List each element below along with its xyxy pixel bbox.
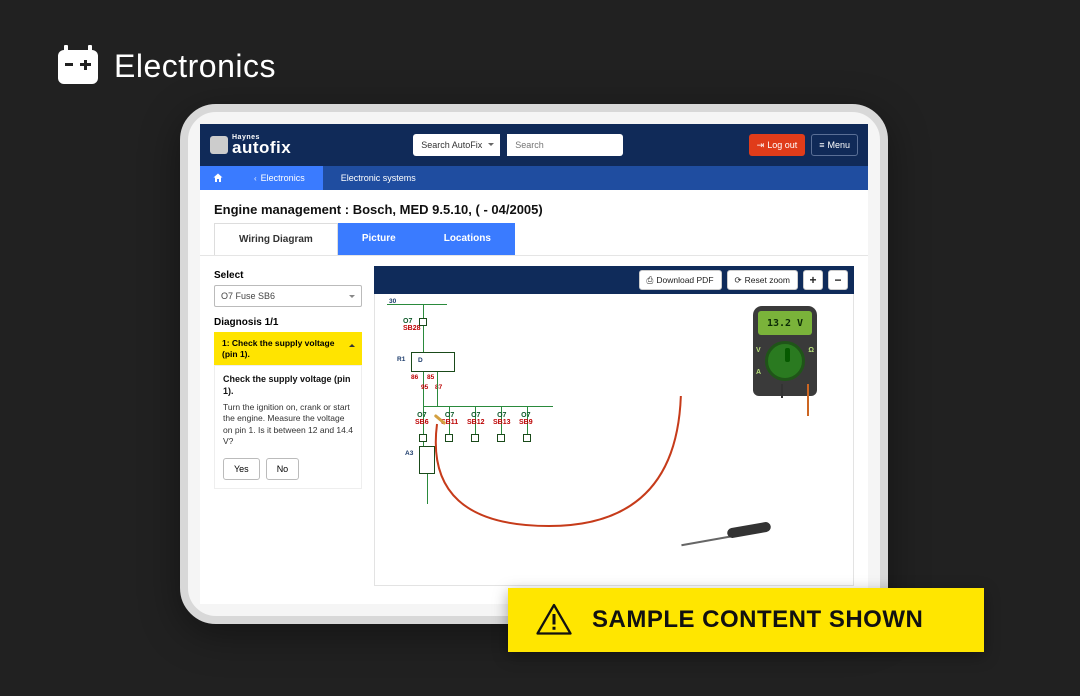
chevron-left-icon: ‹	[254, 174, 257, 183]
breadcrumb-home[interactable]	[200, 166, 236, 190]
logo-icon	[210, 136, 228, 154]
step-header[interactable]: 1: Check the supply voltage (pin 1).	[214, 332, 362, 365]
step-title: Check the supply voltage (pin 1).	[223, 374, 353, 397]
no-button[interactable]: No	[266, 458, 300, 480]
relay-label: R1	[397, 356, 405, 363]
search-input[interactable]	[507, 134, 623, 156]
probe-black	[681, 523, 771, 559]
menu-label: Menu	[827, 140, 850, 150]
reset-icon: ⟳	[735, 275, 742, 286]
step-body: Check the supply voltage (pin 1). Turn t…	[214, 365, 362, 488]
home-icon	[212, 172, 224, 184]
banner-text: SAMPLE CONTENT SHOWN	[592, 606, 923, 634]
a3-label: A3	[405, 450, 413, 457]
app-header: Haynes autofix Search AutoFix ⇥ Log out …	[200, 124, 868, 166]
breadcrumb: ‹ Electronics Electronic systems	[200, 166, 868, 190]
tab-locations[interactable]: Locations	[420, 223, 515, 255]
reset-zoom-button[interactable]: ⟳ Reset zoom	[727, 270, 798, 290]
download-icon: ⎙	[647, 275, 654, 286]
tablet-frame: Haynes autofix Search AutoFix ⇥ Log out …	[180, 104, 888, 624]
zoom-out-button[interactable]: −	[828, 270, 848, 290]
breadcrumb-systems[interactable]: Electronic systems	[323, 166, 434, 190]
component-select[interactable]: O7 Fuse SB6	[214, 285, 362, 307]
select-label: Select	[214, 270, 362, 281]
sample-banner: SAMPLE CONTENT SHOWN	[508, 588, 984, 652]
main-body: Select O7 Fuse SB6 Diagnosis 1/1 1: Chec…	[200, 256, 868, 600]
search-scope-select[interactable]: Search AutoFix	[413, 134, 500, 156]
breadcrumb-electronics[interactable]: ‹ Electronics	[236, 166, 323, 190]
diagram-panel: ⎙ Download PDF ⟳ Reset zoom + − 30	[374, 266, 854, 586]
brand-bot: autofix	[232, 139, 291, 156]
tab-wiring[interactable]: Wiring Diagram	[214, 223, 338, 255]
download-pdf-button[interactable]: ⎙ Download PDF	[639, 270, 722, 290]
tab-picture[interactable]: Picture	[338, 223, 420, 255]
step-instructions: Turn the ignition on, crank or start the…	[223, 402, 353, 448]
hamburger-icon: ≡	[819, 140, 824, 150]
app-screen: Haynes autofix Search AutoFix ⇥ Log out …	[200, 124, 868, 604]
logout-icon: ⇥	[757, 140, 765, 151]
brand-logo: Haynes autofix	[210, 134, 291, 156]
battery-icon	[58, 50, 98, 84]
multimeter: 13.2 V V Ω A	[753, 306, 817, 396]
warning-icon	[536, 603, 572, 637]
branch-label: O7SB6	[415, 412, 429, 426]
logout-label: Log out	[767, 140, 797, 150]
search-scope-label: Search AutoFix	[421, 140, 482, 150]
diagnosis-sidebar: Select O7 Fuse SB6 Diagnosis 1/1 1: Chec…	[214, 266, 362, 586]
zoom-in-button[interactable]: +	[803, 270, 823, 290]
page-title: Engine management : Bosch, MED 9.5.10, (…	[200, 190, 868, 223]
tab-bar: Wiring Diagram Picture Locations	[200, 223, 868, 256]
meter-reading: 13.2 V	[758, 311, 812, 335]
menu-button[interactable]: ≡ Menu	[811, 134, 858, 156]
diagram-toolbar: ⎙ Download PDF ⟳ Reset zoom + −	[374, 266, 854, 294]
meter-dial	[765, 341, 805, 381]
component-select-value: O7 Fuse SB6	[221, 291, 275, 301]
diagnosis-heading: Diagnosis 1/1	[214, 317, 362, 328]
yes-button[interactable]: Yes	[223, 458, 260, 480]
category-header: Electronics	[58, 48, 276, 85]
logout-button[interactable]: ⇥ Log out	[749, 134, 806, 156]
category-title: Electronics	[114, 48, 276, 85]
diagnosis-accordion: 1: Check the supply voltage (pin 1). Che…	[214, 332, 362, 489]
probe-lead-red	[429, 396, 689, 536]
wiring-diagram[interactable]: 30 O7 SB28 R1 D 86	[374, 294, 854, 586]
